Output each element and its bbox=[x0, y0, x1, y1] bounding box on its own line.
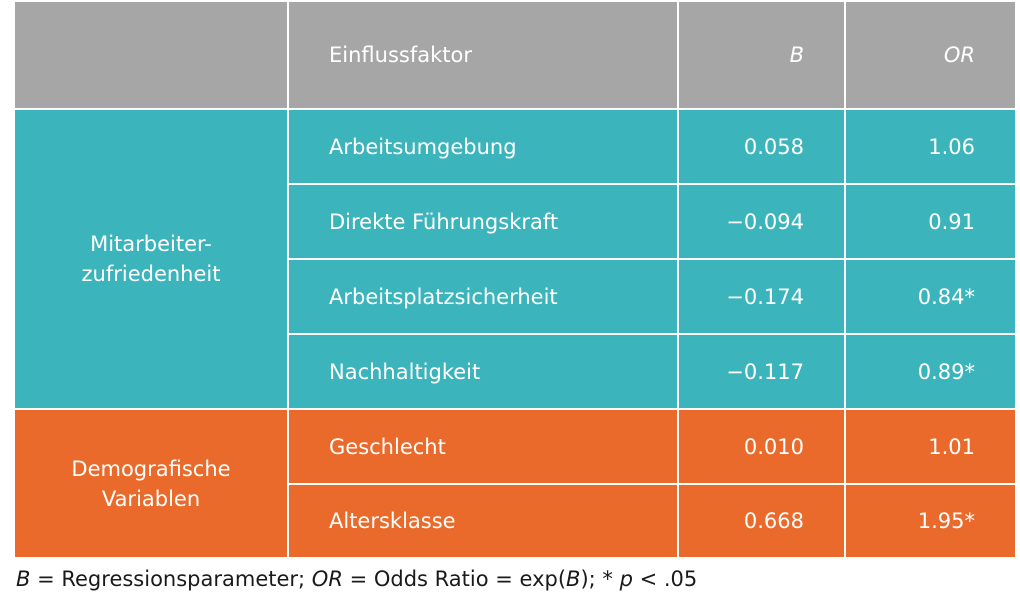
header-group-cell bbox=[15, 2, 289, 110]
group-label-mitarbeiterzufriedenheit: Mitarbeiter- zufriedenheit bbox=[15, 110, 289, 410]
or-cell: 1.06 bbox=[846, 110, 1015, 185]
table-row: Mitarbeiter- zufriedenheit Arbeitsumgebu… bbox=[15, 110, 1015, 410]
b-cell: 0.058 bbox=[679, 110, 846, 185]
b-cell: −0.174 bbox=[679, 260, 846, 335]
table-row: Nachhaltigkeit −0.117 0.89* bbox=[15, 335, 1015, 410]
factor-cell: Direkte Führungskraft bbox=[289, 185, 679, 260]
regression-table: Einflussfaktor B OR Mitarbeiter- zufried… bbox=[15, 2, 1015, 559]
group-label-line: Variablen bbox=[101, 486, 201, 511]
footnote-sig-text: ); * bbox=[580, 567, 620, 591]
table-footnote: B = Regressionsparameter; OR = Odds Rati… bbox=[16, 567, 697, 591]
group-label-line: Demografische bbox=[71, 456, 231, 481]
table-row: Direkte Führungskraft −0.094 0.91 bbox=[15, 185, 1015, 260]
table-row: Altersklasse 0.668 1.95* bbox=[15, 485, 1015, 559]
b-cell: 0.668 bbox=[679, 485, 846, 559]
table-row: Demografische Variablen Geschlecht 0.010… bbox=[15, 410, 1015, 559]
b-cell: −0.117 bbox=[679, 335, 846, 410]
header-or: OR bbox=[846, 2, 1015, 110]
header-b: B bbox=[679, 2, 846, 110]
factor-cell: Geschlecht bbox=[289, 410, 679, 485]
header-factor: Einflussfaktor bbox=[289, 2, 679, 110]
footnote-p-text: < .05 bbox=[632, 567, 698, 591]
or-cell: 1.95* bbox=[846, 485, 1015, 559]
factor-cell: Arbeitsplatzsicherheit bbox=[289, 260, 679, 335]
footnote-or-symbol: OR bbox=[311, 567, 343, 591]
or-cell: 1.01 bbox=[846, 410, 1015, 485]
table-row: Arbeitsplatzsicherheit −0.174 0.84* bbox=[15, 260, 1015, 335]
factor-cell: Arbeitsumgebung bbox=[289, 110, 679, 185]
group-label-demografische-variablen: Demografische Variablen bbox=[15, 410, 289, 559]
or-cell: 0.84* bbox=[846, 260, 1015, 335]
factor-cell: Altersklasse bbox=[289, 485, 679, 559]
header-row: Einflussfaktor B OR bbox=[15, 2, 1015, 110]
factor-cell: Nachhaltigkeit bbox=[289, 335, 679, 410]
or-cell: 0.89* bbox=[846, 335, 1015, 410]
footnote-b-symbol: B bbox=[16, 567, 31, 591]
b-cell: −0.094 bbox=[679, 185, 846, 260]
group-label-line: Mitarbeiter- bbox=[90, 232, 212, 256]
footnote-b-text: = Regressionsparameter; bbox=[30, 567, 312, 591]
footnote-b-symbol-2: B bbox=[566, 567, 581, 591]
or-cell: 0.91 bbox=[846, 185, 1015, 260]
footnote-p-symbol: p bbox=[619, 567, 633, 591]
footnote-or-text: = Odds Ratio = exp( bbox=[342, 567, 567, 591]
b-cell: 0.010 bbox=[679, 410, 846, 485]
group-label-line: zufriedenheit bbox=[81, 262, 221, 286]
